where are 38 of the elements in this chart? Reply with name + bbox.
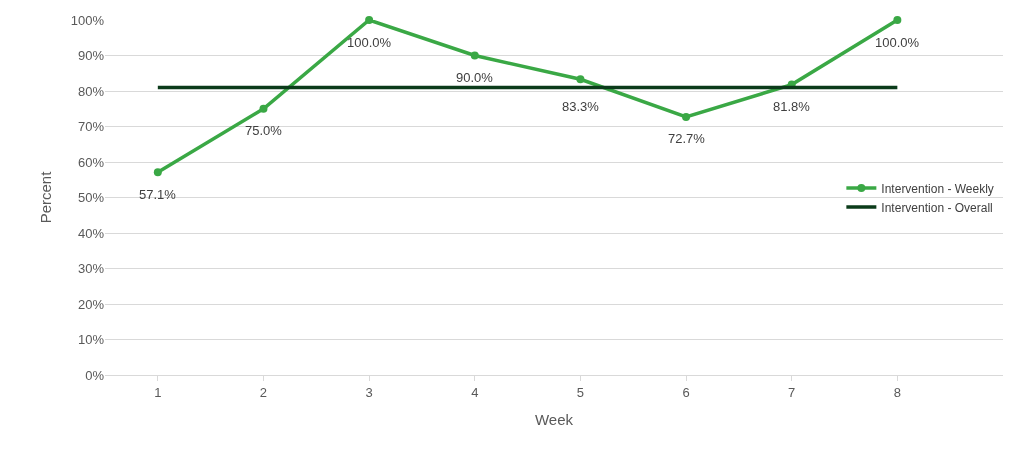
x-tick-label: 3 [365, 384, 373, 400]
point [153, 168, 162, 177]
point [682, 112, 691, 121]
x-tick-label: 7 [788, 384, 796, 400]
data-label: 83.3% [562, 99, 600, 114]
point [576, 75, 585, 84]
x-tick-label: 2 [259, 384, 268, 400]
y-tick-label: 100% [70, 12, 105, 28]
data-label: 72.7% [668, 131, 706, 146]
y-tick-label: 60% [77, 154, 105, 170]
legend-label: Intervention - Overall [881, 200, 993, 215]
x-tick-label: 6 [682, 384, 690, 400]
y-tick-label: 0% [85, 367, 105, 383]
y-tick-label: 40% [77, 225, 105, 241]
data-label: 57.1% [139, 187, 177, 202]
y-tick-label: 50% [77, 190, 105, 206]
point [893, 16, 902, 24]
x-axis-title: Week [534, 410, 574, 428]
y-tick-label: 90% [77, 48, 105, 64]
y-tick-label: 70% [77, 119, 105, 135]
data-label: 100.0% [875, 35, 920, 50]
y-tick-label: 30% [77, 261, 105, 277]
legend-label: Intervention - Weekly [881, 181, 994, 196]
y-axis-title: Percent [37, 170, 54, 224]
y-tick-label: 80% [77, 83, 105, 99]
data-label: 90.0% [456, 70, 494, 85]
x-tick-label: 5 [576, 384, 585, 400]
point [259, 104, 268, 113]
data-label: 100.0% [347, 35, 392, 50]
data-label: 75.0% [245, 123, 283, 138]
x-tick-label: 4 [471, 384, 479, 400]
data-label: 81.8% [773, 99, 811, 114]
point [365, 16, 374, 24]
x-tick-label: 1 [154, 384, 162, 400]
point [470, 51, 479, 60]
y-tick-label: 10% [77, 332, 105, 348]
y-tick-label: 20% [77, 296, 105, 312]
x-tick-label: 8 [893, 384, 901, 400]
